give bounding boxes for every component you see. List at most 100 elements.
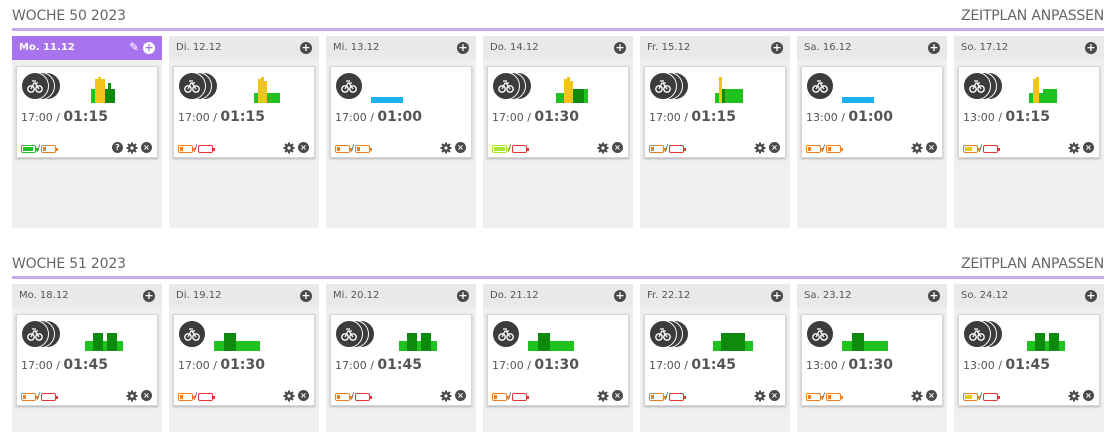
add-workout-icon[interactable]: + — [614, 41, 626, 54]
intensity-bar — [576, 89, 580, 103]
settings-icon[interactable] — [911, 390, 923, 402]
workout-card[interactable]: 17:00 / 01:15/? × — [16, 66, 158, 158]
battery-icon — [492, 145, 509, 153]
settings-icon[interactable] — [1068, 390, 1080, 402]
close-icon[interactable]: × — [926, 390, 937, 401]
close-icon[interactable]: × — [1083, 142, 1094, 153]
settings-icon[interactable] — [283, 142, 295, 154]
close-icon[interactable]: × — [298, 142, 309, 153]
close-icon[interactable]: × — [769, 142, 780, 153]
intensity-bar — [431, 341, 437, 351]
intensity-bar — [1049, 333, 1059, 351]
close-icon[interactable]: × — [298, 390, 309, 401]
edit-icon[interactable]: ✎ — [128, 40, 139, 54]
card-actions: × — [280, 385, 309, 402]
battery-icon — [649, 393, 666, 401]
start-time: 17:00 / — [492, 111, 531, 124]
add-workout-icon[interactable]: + — [143, 41, 155, 54]
intensity-bar — [528, 341, 538, 351]
close-icon[interactable]: × — [612, 142, 623, 153]
card-actions: × — [437, 385, 466, 402]
disc — [335, 320, 363, 348]
bike-icon — [655, 328, 671, 341]
add-workout-icon[interactable]: + — [928, 289, 940, 302]
workout-card[interactable]: 17:00 / 01:45 / × — [16, 314, 158, 406]
time-info: 17:00 / 01:30 — [492, 357, 579, 373]
workout-card[interactable]: 17:00 / 01:30 / × — [173, 314, 315, 406]
time-info: 17:00 / 01:45 — [21, 357, 108, 373]
add-workout-icon[interactable]: + — [771, 41, 783, 54]
workout-card[interactable]: 17:00 / 01:30 / × — [487, 66, 629, 158]
add-workout-icon[interactable]: + — [143, 289, 155, 302]
close-icon[interactable]: × — [455, 142, 466, 153]
card-actions: ? × — [109, 137, 152, 154]
day-header: Mo. 18.12 + — [12, 284, 162, 308]
adjust-schedule-link[interactable]: ZEITPLAN ANPASSEN — [960, 8, 1104, 24]
intensity-bar — [254, 93, 258, 103]
close-icon[interactable]: × — [141, 142, 152, 153]
intensity-bar — [91, 89, 97, 103]
activity-discs — [335, 320, 379, 348]
workout-card[interactable]: 17:00 / 01:45 / × — [330, 314, 472, 406]
add-workout-icon[interactable]: + — [771, 289, 783, 302]
start-time: 17:00 / — [21, 359, 60, 372]
settings-icon[interactable] — [440, 390, 452, 402]
settings-icon[interactable] — [597, 142, 609, 154]
settings-icon[interactable] — [1068, 142, 1080, 154]
workout-card[interactable]: 17:00 / 01:00 / × — [330, 66, 472, 158]
workout-card[interactable]: 17:00 / 01:45 / × — [644, 314, 786, 406]
settings-icon[interactable] — [597, 390, 609, 402]
close-icon[interactable]: × — [1083, 390, 1094, 401]
close-icon[interactable]: × — [612, 390, 623, 401]
battery-icon — [178, 145, 195, 153]
workout-card[interactable]: 17:00 / 01:15 / × — [644, 66, 786, 158]
settings-icon[interactable] — [754, 142, 766, 154]
settings-icon[interactable] — [126, 390, 138, 402]
day-label: Sa. 16.12 — [804, 42, 852, 53]
card-actions: × — [437, 137, 466, 154]
workout-card[interactable]: 13:00 / 01:00 / × — [801, 66, 943, 158]
intensity-chart — [1029, 71, 1089, 103]
close-icon[interactable]: × — [455, 390, 466, 401]
add-workout-icon[interactable]: + — [928, 41, 940, 54]
adjust-schedule-link[interactable]: ZEITPLAN ANPASSEN — [960, 256, 1104, 272]
help-icon[interactable]: ? — [112, 142, 123, 153]
disc — [806, 320, 834, 348]
close-icon[interactable]: × — [926, 142, 937, 153]
add-workout-icon[interactable]: + — [457, 289, 469, 302]
workout-card[interactable]: 13:00 / 01:15 / × — [958, 66, 1100, 158]
settings-icon[interactable] — [126, 142, 138, 154]
start-time: 13:00 / — [806, 359, 845, 372]
day-label: Mi. 20.12 — [333, 290, 380, 301]
battery-icon — [806, 393, 823, 401]
bike-icon — [27, 328, 43, 341]
settings-icon[interactable] — [754, 390, 766, 402]
duration: 01:00 — [848, 109, 893, 125]
intensity-bar — [570, 81, 573, 103]
add-workout-icon[interactable]: + — [614, 289, 626, 302]
add-workout-icon[interactable]: + — [457, 41, 469, 54]
intensity-bar — [1029, 93, 1033, 103]
add-workout-icon[interactable]: + — [1085, 289, 1097, 302]
settings-icon[interactable] — [911, 142, 923, 154]
settings-icon[interactable] — [283, 390, 295, 402]
workout-card[interactable]: 17:00 / 01:30 / × — [487, 314, 629, 406]
battery-icon — [669, 393, 687, 401]
add-workout-icon[interactable]: + — [300, 289, 312, 302]
intensity-bar — [101, 79, 105, 103]
activity-discs — [649, 72, 693, 100]
intensity-bar — [1039, 93, 1043, 103]
add-workout-icon[interactable]: + — [1085, 41, 1097, 54]
close-icon[interactable]: × — [141, 390, 152, 401]
settings-icon[interactable] — [440, 142, 452, 154]
close-icon[interactable]: × — [769, 390, 780, 401]
workout-card[interactable]: 17:00 / 01:15 / × — [173, 66, 315, 158]
battery-icon — [41, 393, 59, 401]
workout-card[interactable]: 13:00 / 01:45 / × — [958, 314, 1100, 406]
card-actions: × — [594, 137, 623, 154]
intensity-bar — [852, 333, 864, 351]
workout-card[interactable]: 13:00 / 01:30 / × — [801, 314, 943, 406]
add-workout-icon[interactable]: + — [300, 41, 312, 54]
intensity-bar — [111, 89, 115, 103]
battery-icon — [983, 145, 1001, 153]
